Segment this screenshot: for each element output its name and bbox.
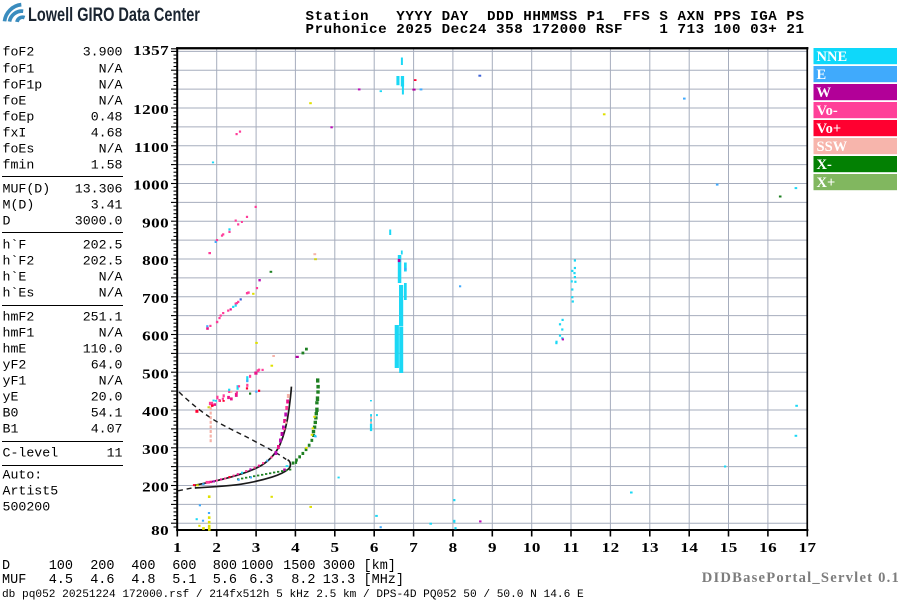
svg-text:SSW: SSW (817, 139, 848, 155)
svg-text:NNE: NNE (817, 49, 848, 65)
svg-text:900: 900 (142, 216, 169, 231)
svg-text:10: 10 (523, 540, 541, 555)
svg-text:400: 400 (142, 404, 169, 419)
svg-text:1000: 1000 (133, 178, 169, 193)
svg-text:17: 17 (798, 540, 816, 555)
svg-text:7: 7 (409, 540, 418, 555)
svg-text:Vo-: Vo- (817, 103, 838, 119)
svg-text:16: 16 (759, 540, 777, 555)
svg-text:E: E (817, 67, 827, 83)
svg-text:11: 11 (563, 540, 580, 555)
svg-text:700: 700 (142, 291, 169, 306)
svg-text:14: 14 (680, 540, 698, 555)
svg-text:800: 800 (142, 253, 169, 268)
svg-text:1: 1 (173, 540, 182, 555)
svg-text:1100: 1100 (134, 140, 169, 155)
svg-text:6: 6 (370, 540, 379, 555)
svg-text:1200: 1200 (133, 102, 169, 117)
svg-text:2: 2 (212, 540, 221, 555)
svg-text:12: 12 (602, 540, 620, 555)
svg-text:300: 300 (142, 442, 169, 457)
svg-text:600: 600 (142, 329, 169, 344)
svg-text:13: 13 (641, 540, 659, 555)
svg-text:200: 200 (142, 480, 169, 495)
svg-text:500: 500 (142, 367, 169, 382)
svg-text:4: 4 (291, 540, 300, 555)
svg-text:80: 80 (151, 524, 169, 539)
svg-text:3: 3 (252, 540, 261, 555)
svg-text:9: 9 (488, 540, 497, 555)
svg-text:W: W (817, 85, 832, 101)
svg-text:15: 15 (720, 540, 738, 555)
svg-text:Vo+: Vo+ (817, 121, 842, 137)
svg-text:X+: X+ (817, 175, 836, 191)
svg-text:1357: 1357 (133, 43, 169, 58)
svg-text:8: 8 (449, 540, 458, 555)
svg-text:X-: X- (817, 157, 832, 173)
svg-text:5: 5 (330, 540, 339, 555)
